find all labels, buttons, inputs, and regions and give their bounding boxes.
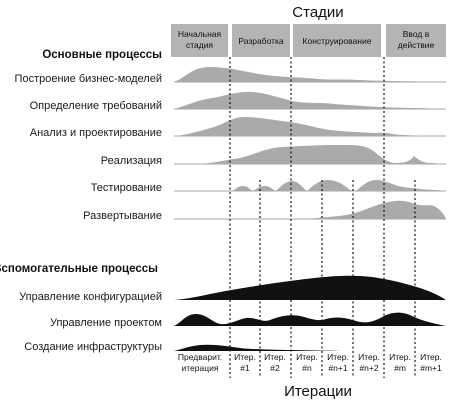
iteration-1-line2: #1 <box>240 363 250 373</box>
iteration-2-line2: #2 <box>270 363 280 373</box>
phase-label-inception: Начальная <box>178 29 222 39</box>
iteration-labels: Предварит. итерация Итер. #1 Итер. #2 Ит… <box>178 352 442 373</box>
discipline-implementation: Реализация <box>101 155 162 167</box>
phase-label-elaboration: Разработка <box>238 36 284 46</box>
phases-title: Стадии <box>292 4 343 21</box>
discipline-project-management: Управление проектом <box>50 317 162 329</box>
hump-deployment <box>300 200 446 219</box>
iteration-dividers <box>229 57 416 378</box>
phase-label-inception-line2: стадия <box>186 40 213 50</box>
phase-label-transition-line2: действие <box>398 40 435 50</box>
iteration-m1-line2: #m+1 <box>420 363 442 373</box>
iteration-n2-line2: #n+2 <box>359 363 378 373</box>
iteration-n-line2: #n <box>302 363 312 373</box>
iteration-m-line2: #m <box>394 363 406 373</box>
main-discipline-labels: Построение бизнес-моделей Определение тр… <box>15 73 162 222</box>
iteration-m1: Итер. <box>420 352 442 362</box>
phase-box-construction <box>293 24 381 57</box>
phase-header: Начальная стадия Разработка Конструирова… <box>171 24 446 57</box>
phase-label-construction: Конструирование <box>303 36 372 46</box>
hump-business-modeling <box>174 67 446 82</box>
discipline-configuration: Управление конфигурацией <box>19 291 162 303</box>
hump-implementation <box>200 145 446 164</box>
iteration-preliminary: Предварит. <box>178 352 222 362</box>
discipline-requirements: Определение требований <box>30 100 162 112</box>
hump-analysis-design <box>176 116 446 136</box>
phase-label-transition: Ввод в <box>403 29 430 39</box>
iteration-n1-line2: #n+1 <box>328 363 347 373</box>
discipline-business-modeling: Построение бизнес-моделей <box>15 73 162 85</box>
support-process-humps <box>174 275 446 351</box>
phase-box-transition <box>386 24 446 57</box>
iterations-title: Итерации <box>284 383 352 400</box>
iteration-2: Итер. <box>264 352 286 362</box>
discipline-deployment: Развертывание <box>83 210 162 222</box>
iteration-n1: Итер. <box>327 352 349 362</box>
discipline-analysis-design: Анализ и проектирование <box>30 127 162 139</box>
iteration-n2: Итер. <box>358 352 380 362</box>
iteration-m: Итер. <box>389 352 411 362</box>
phase-box-inception <box>171 24 228 57</box>
iteration-1: Итер. <box>234 352 256 362</box>
main-processes-heading: Основные процессы <box>42 49 162 61</box>
support-discipline-labels: Управление конфигурацией Управление прое… <box>19 291 162 353</box>
discipline-environment: Создание инфраструктуры <box>24 341 162 353</box>
main-process-humps <box>174 67 446 220</box>
hump-test <box>232 180 446 191</box>
iteration-n: Итер. <box>296 352 318 362</box>
discipline-test: Тестирование <box>91 182 162 194</box>
iteration-preliminary-line2: итерация <box>182 363 219 373</box>
hump-configuration <box>174 275 446 300</box>
hump-project-management <box>174 312 446 326</box>
hump-requirements <box>174 91 446 109</box>
phase-box-elaboration <box>232 24 290 57</box>
hump-environment <box>174 344 446 351</box>
support-processes-heading: Вспомогательные процессы <box>0 263 158 275</box>
